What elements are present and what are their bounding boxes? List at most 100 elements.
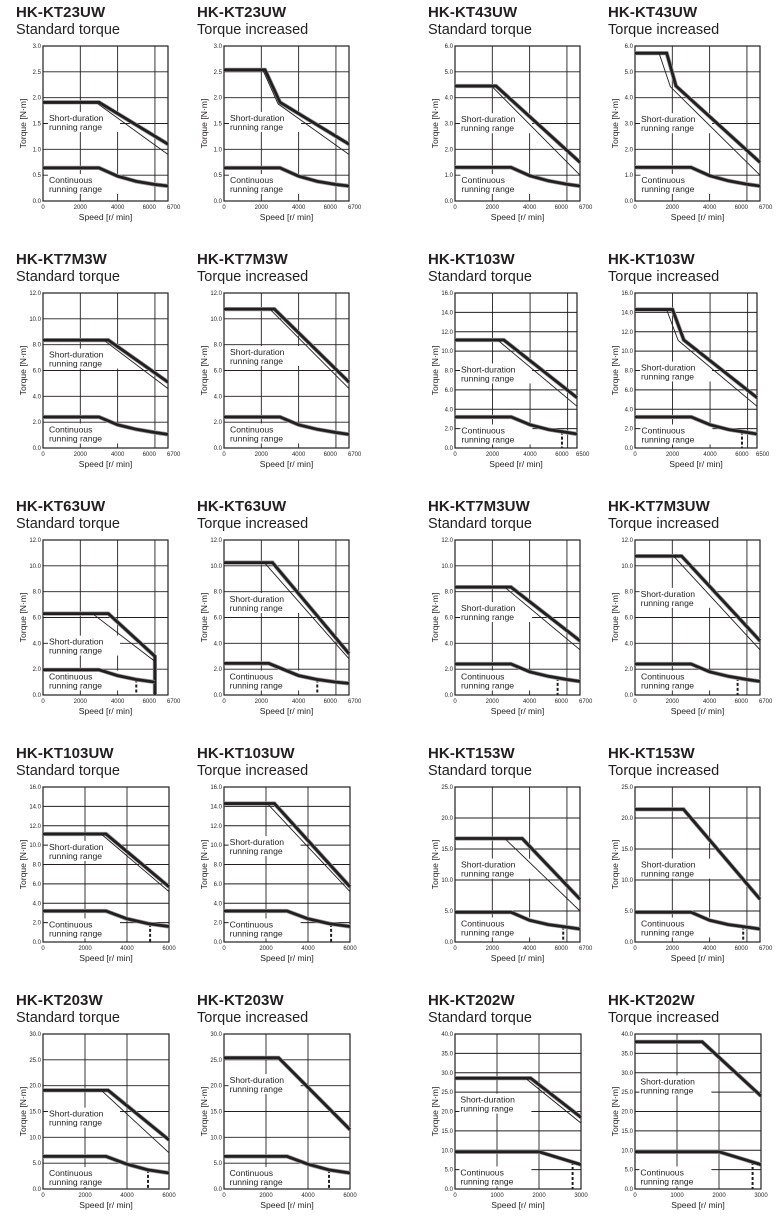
x-tick-label: 0	[222, 452, 226, 458]
y-tick-label: 2.0	[625, 667, 634, 673]
x-tick-label: 2000	[74, 699, 88, 705]
y-tick-label: 0.0	[445, 940, 454, 946]
x-tick-label: 6700	[579, 946, 593, 952]
svg-text:Short-duration: Short-duration	[49, 842, 104, 852]
model-title: HK-KT203W	[197, 992, 284, 1009]
short-duration-curve-thin	[224, 803, 351, 892]
y-tick-label: 10.0	[29, 564, 41, 570]
svg-text:running range: running range	[230, 846, 283, 856]
y-tick-label: 4.0	[445, 407, 454, 413]
x-tick-label: 4000	[292, 205, 306, 211]
short-duration-curve	[224, 802, 352, 888]
y-tick-label: 0.0	[625, 199, 634, 205]
y-tick-label: 0.0	[214, 693, 223, 699]
x-tick-label: 4000	[292, 452, 306, 458]
x-tick-label: 2000	[712, 1193, 726, 1199]
y-tick-label: 2.0	[214, 921, 223, 927]
y-tick-label: 0.0	[625, 940, 634, 946]
grid-lines	[223, 292, 350, 449]
svg-text:Short-duration: Short-duration	[230, 347, 285, 357]
continuous-curve	[43, 415, 169, 436]
svg-text:Continuous: Continuous	[641, 672, 684, 682]
y-tick-label: 2.0	[33, 420, 42, 426]
x-tick-label: 4000	[292, 699, 306, 705]
continuous-curve	[43, 1154, 170, 1175]
svg-text:Short-duration: Short-duration	[461, 860, 516, 870]
continuous-curve	[635, 1150, 762, 1166]
y-tick-label: 0.0	[445, 1187, 454, 1193]
y-tick-label: 10.0	[210, 317, 222, 323]
short-duration-curve	[43, 1088, 170, 1141]
y-tick-label: 15.0	[441, 1129, 453, 1135]
short-duration-curve	[43, 832, 170, 888]
svg-text:Short-duration: Short-duration	[641, 114, 696, 124]
y-tick-label: 5.0	[214, 1161, 223, 1167]
y-tick-label: 15.0	[210, 1110, 222, 1116]
x-tick-label: 2000	[532, 1193, 546, 1199]
x-tick-label: 6000	[324, 205, 338, 211]
svg-text:running range: running range	[461, 681, 514, 691]
y-tick-label: 0.0	[214, 446, 223, 452]
y-axis-label: Torque [N·m]	[610, 840, 620, 890]
chart-panel: HK-KT103UW Standard torque Short-duration r…	[16, 741, 196, 981]
svg-text:Continuous: Continuous	[49, 425, 92, 435]
x-tick-label: 4000	[301, 946, 315, 952]
svg-text:running range: running range	[461, 612, 514, 622]
y-axis-label: Torque [N·m]	[199, 840, 209, 890]
torque-mode-subtitle: Torque increased	[608, 763, 720, 779]
short-duration-curve-thin	[43, 340, 169, 389]
y-axis-label: Torque [N·m]	[199, 593, 209, 643]
y-tick-label: 15.0	[621, 847, 633, 853]
torque-mode-subtitle: Torque increased	[197, 1010, 309, 1026]
y-tick-label: 2.0	[445, 427, 454, 433]
y-tick-label: 4.0	[33, 394, 42, 400]
y-tick-label: 10.0	[210, 843, 222, 849]
x-tick-label: 6500	[576, 452, 590, 458]
y-tick-label: 10.0	[29, 317, 41, 323]
x-tick-label: 6000	[324, 699, 338, 705]
model-title: HK-KT202W	[428, 992, 515, 1009]
y-tick-label: 12.0	[621, 330, 633, 336]
chart-panel: HK-KT7M3UW Standard torque Short-duration r…	[428, 494, 608, 734]
svg-text:Short-duration: Short-duration	[230, 113, 285, 123]
y-tick-label: 16.0	[29, 785, 41, 791]
x-tick-label: 4000	[301, 1193, 315, 1199]
continuous-curve	[43, 166, 169, 188]
x-tick-label: 0	[41, 699, 45, 705]
x-tick-label: 2000	[74, 452, 88, 458]
y-tick-label: 5.0	[33, 1161, 42, 1167]
y-tick-label: 8.0	[445, 369, 454, 375]
short-duration-curve-thin	[635, 53, 761, 176]
x-tick-label: 2000	[486, 205, 500, 211]
y-tick-label: 16.0	[210, 785, 222, 791]
chart-panel: HK-KT7M3UW Torque increased Short-duration…	[608, 494, 779, 734]
x-tick-label: 4000	[120, 1193, 134, 1199]
chart-panel: HK-KT203W Torque increased Short-duration r…	[197, 988, 377, 1228]
y-axis-label: Torque [N·m]	[430, 346, 440, 396]
x-tick-label: 6000	[735, 205, 749, 211]
y-tick-label: 0.0	[33, 940, 42, 946]
svg-text:running range: running range	[230, 928, 283, 938]
x-tick-label: 6000	[143, 205, 157, 211]
x-tick-label: 0	[633, 946, 637, 952]
y-tick-label: 2.0	[33, 921, 42, 927]
y-tick-label: 25.0	[441, 1090, 453, 1096]
x-tick-label: 6700	[759, 699, 773, 705]
x-tick-label: 6000	[143, 452, 157, 458]
svg-text:Continuous: Continuous	[461, 919, 504, 929]
y-tick-label: 5.0	[625, 1168, 634, 1174]
y-tick-label: 20.0	[441, 1110, 453, 1116]
y-tick-label: 15.0	[441, 847, 453, 853]
short-duration-curve-thin	[455, 838, 581, 912]
